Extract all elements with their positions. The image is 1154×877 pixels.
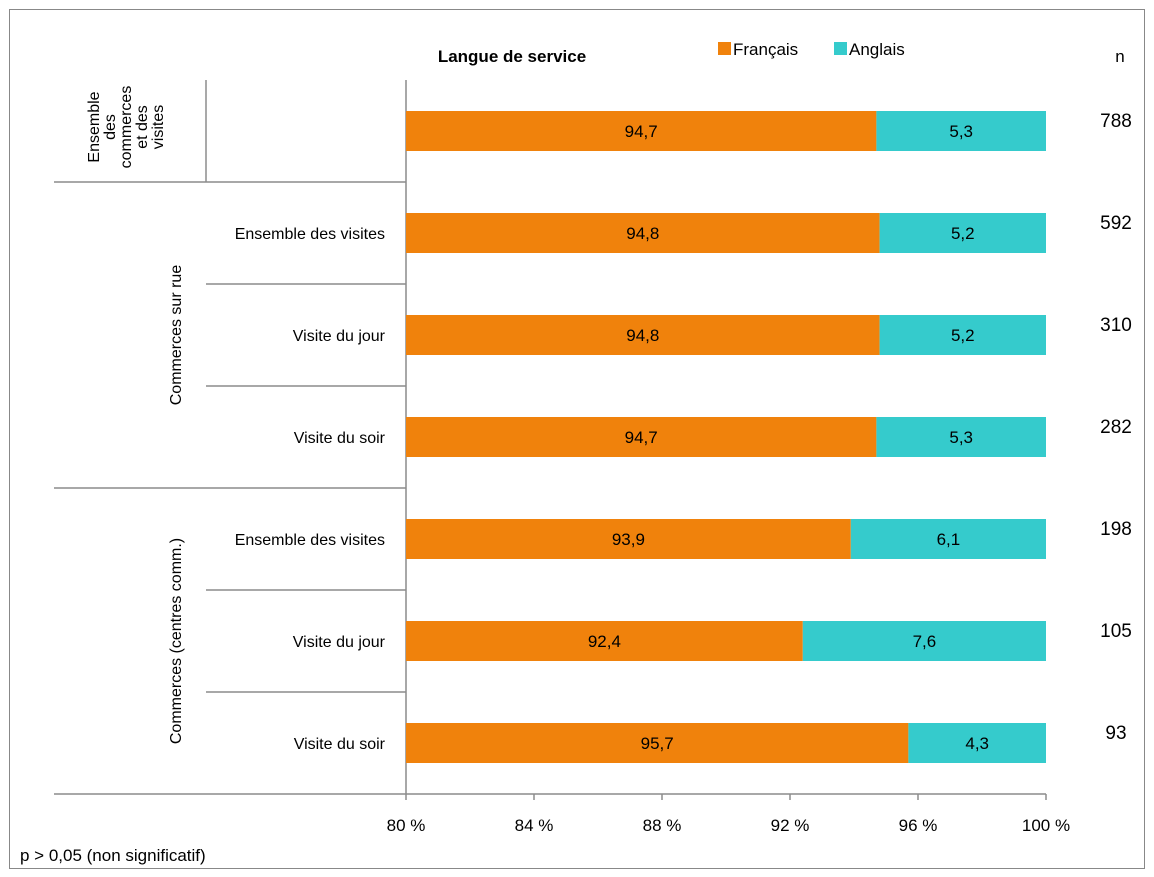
n-value: 592	[1100, 213, 1132, 234]
x-tick-label: 96 %	[899, 816, 938, 835]
bar-francais	[406, 111, 877, 151]
group-label-line: et des	[134, 105, 151, 149]
bar-francais	[406, 621, 803, 661]
category-label: Ensemble des visites	[235, 532, 385, 549]
x-tick-label: 84 %	[515, 816, 554, 835]
bar-anglais	[876, 111, 1046, 151]
x-tick-label: 88 %	[643, 816, 682, 835]
category-label: Visite du jour	[293, 328, 386, 345]
bar-francais	[406, 519, 851, 559]
x-tick-label: 92 %	[771, 816, 810, 835]
category-label: Visite du soir	[294, 736, 386, 753]
group-label: Commerces (centres comm.)	[168, 538, 185, 744]
group-label-line: commerces	[118, 86, 135, 169]
chart-axes	[54, 80, 1047, 800]
data-label-anglais: 5,3	[949, 428, 973, 447]
bar-francais	[406, 417, 877, 457]
legend-label-anglais: Anglais	[849, 40, 905, 59]
bar-francais	[406, 723, 909, 763]
data-label-anglais: 4,3	[965, 734, 989, 753]
data-label-anglais: 5,3	[949, 122, 973, 141]
bar-anglais	[879, 315, 1046, 355]
data-label-francais: 93,9	[612, 530, 645, 549]
bar-anglais	[802, 621, 1046, 661]
legend-label-francais: Français	[733, 40, 798, 59]
data-label-anglais: 5,2	[951, 224, 975, 243]
data-label-anglais: 6,1	[937, 530, 961, 549]
bar-francais	[406, 213, 880, 253]
chart-title: Langue de service	[438, 47, 586, 66]
n-value: 93	[1105, 723, 1126, 744]
chart-legend: Français Anglais	[718, 40, 905, 59]
footnote: p > 0,05 (non significatif)	[20, 846, 206, 865]
chart-bars	[406, 111, 1046, 763]
n-value: 282	[1100, 417, 1132, 438]
legend-swatch-anglais	[834, 42, 847, 55]
group-label-line: visites	[150, 105, 167, 149]
bar-anglais	[879, 213, 1046, 253]
n-value: 105	[1100, 621, 1132, 642]
data-label-anglais: 5,2	[951, 326, 975, 345]
n-column-header: n	[1115, 47, 1124, 66]
group-label-line: des	[102, 114, 119, 140]
legend-swatch-francais	[718, 42, 731, 55]
data-label-francais: 94,7	[625, 122, 658, 141]
bar-anglais	[876, 417, 1046, 457]
group-label-line: Ensemble	[86, 91, 103, 162]
n-value: 788	[1100, 111, 1132, 132]
data-label-anglais: 7,6	[913, 632, 937, 651]
category-label: Visite du soir	[294, 430, 386, 447]
n-value: 310	[1100, 315, 1132, 336]
bar-anglais	[908, 723, 1046, 763]
data-label-francais: 95,7	[641, 734, 674, 753]
group-label: Commerces sur rue	[168, 265, 185, 406]
category-label: Visite du jour	[293, 634, 386, 651]
category-label: Ensemble des visites	[235, 226, 385, 243]
chart-labels: 80 % 84 % 88 % 92 % 96 % 100 % 94,7 5,3 788 94,8 5…	[86, 86, 1132, 835]
data-label-francais: 94,8	[626, 224, 659, 243]
data-label-francais: 94,8	[626, 326, 659, 345]
data-label-francais: 94,7	[625, 428, 658, 447]
x-tick-label: 80 %	[387, 816, 426, 835]
bar-anglais	[850, 519, 1046, 559]
n-value: 198	[1100, 519, 1132, 540]
x-tick-label: 100 %	[1022, 816, 1070, 835]
data-label-francais: 92,4	[588, 632, 621, 651]
bar-francais	[406, 315, 880, 355]
chart-frame	[9, 9, 1145, 869]
